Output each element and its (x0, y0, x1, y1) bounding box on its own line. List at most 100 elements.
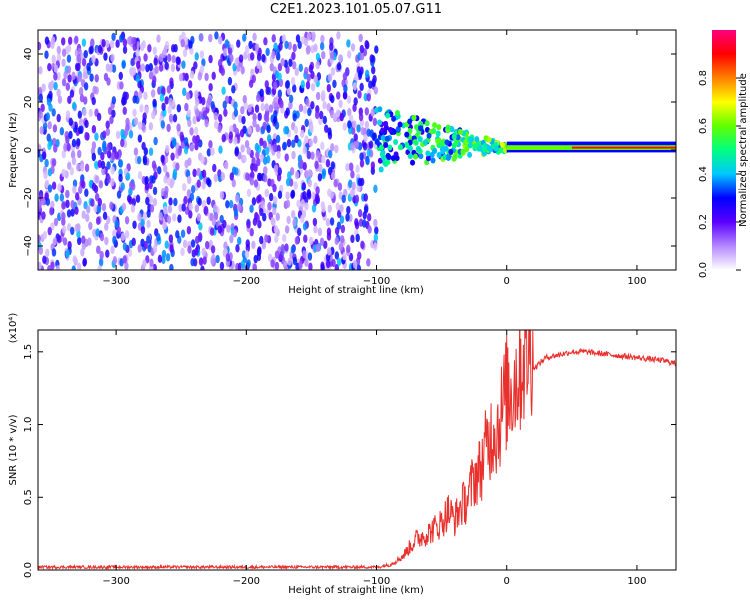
heatmap-cell (394, 155, 400, 162)
heatmap-cell (366, 258, 371, 267)
heatmap-cell (259, 137, 264, 147)
heatmap-cell (233, 208, 239, 217)
heatmap-cell (311, 31, 316, 40)
heatmap-cell (353, 133, 358, 142)
heatmap-cell (418, 153, 424, 160)
heatmap-cell (350, 43, 356, 52)
heatmap-cell (356, 124, 361, 133)
heatmap-cell (177, 214, 182, 223)
heatmap-cell (118, 71, 123, 81)
heatmap-cell (248, 79, 254, 88)
heatmap-cell (55, 265, 61, 270)
heatmap-cell (209, 227, 215, 236)
heatmap-cell (277, 167, 282, 176)
heatmap-cell (197, 72, 203, 81)
heatmap-cell (317, 227, 323, 237)
heatmap-cell (374, 226, 379, 235)
heatmap-cell (270, 216, 275, 226)
heatmap-cell (121, 60, 126, 69)
heatmap-cell (342, 72, 348, 81)
heatmap-cell (327, 149, 333, 159)
heatmap-cell (295, 34, 301, 43)
heatmap-cell (170, 63, 176, 73)
heatmap-cell (306, 32, 312, 41)
heatmap-cell (128, 187, 133, 196)
heatmap-cell (246, 220, 251, 229)
heatmap-cell (311, 204, 317, 213)
heatmap-cell (76, 62, 81, 72)
heatmap-cell (368, 80, 373, 89)
heatmap-cell (194, 235, 200, 245)
heatmap-cell (430, 157, 436, 164)
heatmap-cell (84, 119, 89, 129)
heatmap-cell (332, 79, 337, 89)
heatmap-cell (325, 218, 331, 227)
heatmap-cell (223, 108, 228, 117)
heatmap-cell (443, 145, 449, 152)
heatmap-cell (365, 157, 370, 166)
heatmap-cell (342, 122, 347, 131)
heatmap-cell (235, 194, 240, 203)
heatmap-cell (106, 150, 112, 159)
heatmap-cell (272, 81, 278, 90)
heatmap-cell (210, 147, 215, 156)
heatmap-cell (56, 113, 61, 123)
heatmap-cell (349, 162, 354, 172)
heatmap-cell (274, 261, 280, 270)
heatmap-cell (39, 126, 44, 135)
heatmap-cell (235, 244, 240, 253)
heatmap-cell (223, 241, 228, 250)
heatmap-cell (276, 150, 281, 160)
heatmap-cell (102, 143, 107, 153)
heatmap-cell (59, 127, 65, 136)
heatmap-cell (432, 122, 438, 129)
heatmap-cell (190, 185, 196, 194)
heatmap-cell (357, 90, 362, 99)
heatmap-cell (97, 44, 103, 54)
heatmap-cell (53, 217, 59, 227)
heatmap-cell (357, 209, 363, 218)
heatmap-cell (371, 65, 376, 75)
heatmap-cell (186, 175, 192, 185)
colorbar: 0.0 0.2 0.4 0.6 0.8 Normalized spectral ampl… (698, 30, 749, 278)
heatmap-cell (144, 175, 149, 185)
heatmap-cell (305, 170, 310, 179)
heatmap-cell (284, 225, 290, 234)
heatmap-cell (351, 181, 356, 191)
heatmap-cell (183, 137, 189, 146)
heatmap-cell (213, 112, 218, 121)
heatmap-cell (319, 110, 324, 120)
heatmap-cell (53, 144, 58, 153)
heatmap-cell (76, 54, 82, 63)
heatmap-cell (69, 89, 75, 98)
heatmap-cell (448, 149, 454, 156)
heatmap-cell (256, 60, 261, 70)
heatmap-cell (271, 34, 276, 43)
heatmap-cell (66, 65, 72, 74)
heatmap-cell (292, 84, 297, 93)
heatmap-cell (184, 72, 189, 82)
heatmap-cell (61, 168, 66, 178)
heatmap-cell (287, 41, 292, 51)
heatmap-cell (262, 156, 268, 166)
heatmap-cell (66, 54, 72, 63)
heatmap-cell (72, 185, 77, 194)
heatmap-cell (248, 40, 253, 50)
heatmap-cell (94, 160, 99, 170)
heatmap-cell (97, 146, 102, 156)
heatmap-cell (83, 82, 89, 91)
heatmap-cell (194, 247, 199, 256)
heatmap-cell (203, 205, 209, 215)
heatmap-cell (210, 245, 216, 254)
heatmap-cell (391, 115, 397, 122)
heatmap-cell (270, 259, 275, 268)
heatmap-cell (231, 85, 236, 94)
heatmap-cell (96, 205, 102, 214)
heatmap-cell (407, 118, 413, 125)
heatmap-cell (52, 137, 57, 147)
heatmap-cell (395, 126, 401, 133)
heatmap-cell (165, 253, 171, 262)
heatmap-cell (307, 178, 313, 188)
heatmap-cell (47, 226, 52, 236)
heatmap-cell (106, 175, 111, 184)
